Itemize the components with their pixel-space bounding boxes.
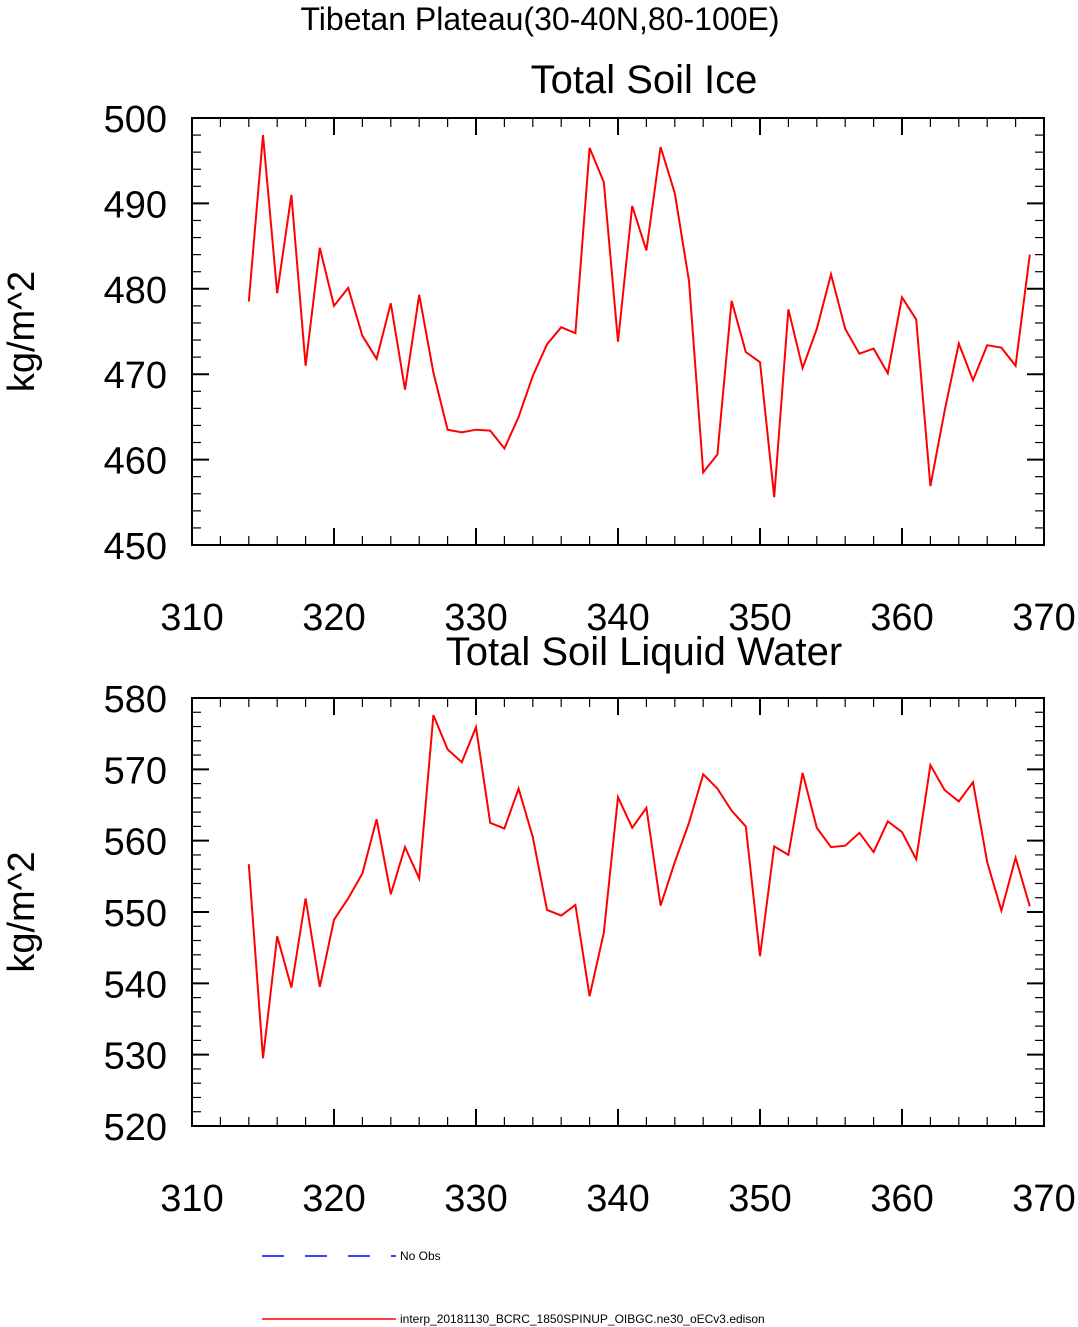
x-tick-label: 340 — [586, 597, 649, 639]
panel-total-soil-liquid-water: Total Soil Liquid Water 310 320 330 340 350 36… — [1, 630, 1076, 1220]
y-tick-label: 540 — [104, 964, 167, 1006]
x-tick-label: 320 — [302, 597, 365, 639]
x-tick-label: 320 — [302, 1178, 365, 1220]
legend-label-model: interp_20181130_BCRC_1850SPINUP_OIBGC.ne… — [400, 1312, 765, 1326]
x-tick-label: 330 — [444, 597, 507, 639]
y-tick-label: 460 — [104, 441, 167, 483]
series-line — [247, 135, 1031, 498]
y-tick-label: 450 — [104, 526, 167, 568]
y-tick-label: 480 — [104, 270, 167, 312]
y-tick-label: 580 — [104, 679, 167, 721]
x-tick-label: 330 — [444, 1178, 507, 1220]
x-tick-label: 370 — [1012, 597, 1075, 639]
y-tick-label: 470 — [104, 355, 167, 397]
x-tick-label: 360 — [870, 597, 933, 639]
y-tick-label: 550 — [104, 893, 167, 935]
legend-label-no-obs: No Obs — [400, 1249, 441, 1263]
x-tick-label: 350 — [728, 597, 791, 639]
y-tick-label: 530 — [104, 1036, 167, 1078]
y-tick-label: 570 — [104, 750, 167, 792]
x-tick-label: 310 — [160, 1178, 223, 1220]
x-tick-label: 310 — [160, 597, 223, 639]
x-tick-label: 370 — [1012, 1178, 1075, 1220]
y-tick-label: 520 — [104, 1107, 167, 1149]
plot-frame — [191, 697, 1045, 1127]
x-tick-label: 340 — [586, 1178, 649, 1220]
y-tick-label: 500 — [104, 99, 167, 141]
figure-title: Tibetan Plateau(30-40N,80-100E) — [300, 1, 779, 37]
y-tick-label: 490 — [104, 184, 167, 226]
legend: No Obs interp_20181130_BCRC_1850SPINUP_O… — [262, 1249, 765, 1326]
y-tick-label: 560 — [104, 822, 167, 864]
y-axis-label: kg/m^2 — [1, 271, 43, 392]
x-tick-label: 350 — [728, 1178, 791, 1220]
panel-title: Total Soil Ice — [531, 58, 758, 102]
x-tick-label: 360 — [870, 1178, 933, 1220]
panel-title: Total Soil Liquid Water — [446, 630, 842, 674]
y-axis-label: kg/m^2 — [1, 851, 43, 972]
panel-total-soil-ice: Total Soil Ice 310 320 330 340 350 360 370 450 46… — [1, 58, 1076, 639]
series-line — [247, 714, 1031, 1059]
